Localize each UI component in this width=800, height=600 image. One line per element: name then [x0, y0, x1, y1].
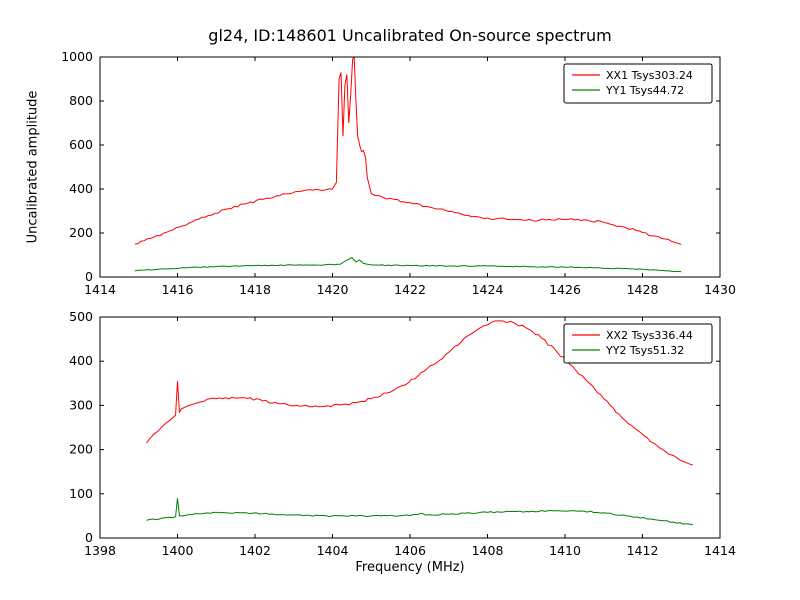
plot-title: gl24, ID:148601 Uncalibrated On-source s… [208, 26, 612, 45]
series-line-yy2 [146, 498, 693, 526]
x-tick-label: 1428 [627, 282, 659, 297]
x-tick-label: 1406 [394, 543, 426, 558]
y-tick-label: 400 [69, 181, 93, 196]
y-tick-label: 300 [69, 397, 93, 412]
legend-box [563, 323, 713, 364]
y-tick-label: 800 [69, 93, 93, 108]
y-tick-label: 200 [69, 442, 93, 457]
y-tick-label: 400 [69, 353, 93, 368]
legend-entry-label: XX1 Tsys303.24 [606, 69, 693, 82]
series-line-xx1 [134, 57, 682, 245]
x-tick-label: 1412 [627, 543, 659, 558]
x-tick-label: 1408 [472, 543, 504, 558]
x-tick-label: 1400 [162, 543, 194, 558]
x-tick-label: 1414 [84, 282, 116, 297]
series-line-yy1 [134, 257, 682, 273]
series-line-xx2 [146, 320, 694, 466]
legend-entry-label: XX2 Tsys336.44 [606, 329, 693, 342]
x-tick-label: 1398 [84, 543, 116, 558]
y-tick-label: 500 [69, 309, 93, 324]
x-tick-label: 1410 [549, 543, 581, 558]
x-tick-label: 1430 [704, 282, 736, 297]
x-tick-label: 1418 [239, 282, 271, 297]
x-tick-label: 1420 [317, 282, 349, 297]
x-tick-label: 1402 [239, 543, 271, 558]
x-tick-label: 1424 [472, 282, 504, 297]
legend-entry-label: YY1 Tsys44.72 [605, 84, 684, 97]
x-tick-label: 1416 [162, 282, 194, 297]
x-axis-label: Frequency (MHz) [355, 560, 465, 575]
y-axis-label: Uncalibrated amplitude [25, 90, 41, 244]
x-tick-label: 1422 [394, 282, 426, 297]
y-tick-label: 0 [85, 530, 93, 545]
y-tick-label: 100 [69, 486, 93, 501]
x-tick-label: 1426 [549, 282, 581, 297]
legend-entry-label: YY2 Tsys51.32 [605, 344, 684, 357]
y-tick-label: 200 [69, 225, 93, 240]
legend-box [563, 63, 713, 104]
axes-frame [99, 316, 721, 539]
x-tick-label: 1414 [704, 543, 736, 558]
y-tick-label: 1000 [61, 49, 93, 64]
x-tick-label: 1404 [317, 543, 349, 558]
y-tick-label: 600 [69, 137, 93, 152]
y-tick-label: 0 [85, 269, 93, 284]
axes-frame [99, 56, 721, 278]
